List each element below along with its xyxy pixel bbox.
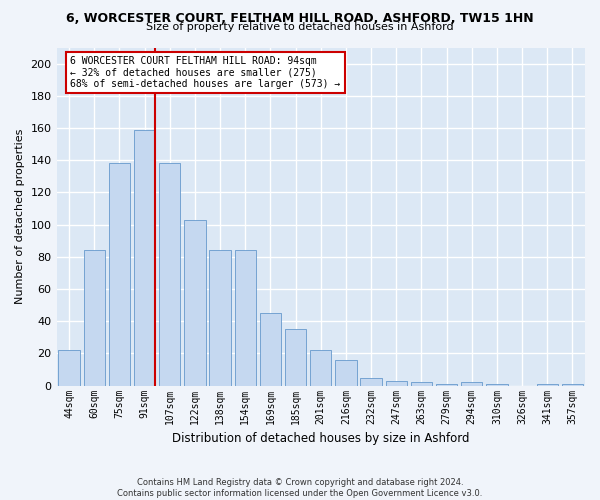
- Bar: [235, 250, 256, 386]
- Bar: [562, 384, 583, 386]
- Bar: [411, 382, 432, 386]
- Bar: [83, 250, 105, 386]
- Bar: [335, 360, 356, 386]
- Bar: [58, 350, 80, 386]
- Bar: [134, 130, 155, 386]
- Bar: [536, 384, 558, 386]
- Bar: [260, 313, 281, 386]
- Bar: [361, 378, 382, 386]
- Text: 6 WORCESTER COURT FELTHAM HILL ROAD: 94sqm
← 32% of detached houses are smaller : 6 WORCESTER COURT FELTHAM HILL ROAD: 94s…: [70, 56, 341, 89]
- Text: Size of property relative to detached houses in Ashford: Size of property relative to detached ho…: [146, 22, 454, 32]
- Bar: [386, 381, 407, 386]
- Bar: [310, 350, 331, 386]
- Bar: [209, 250, 231, 386]
- Bar: [461, 382, 482, 386]
- X-axis label: Distribution of detached houses by size in Ashford: Distribution of detached houses by size …: [172, 432, 470, 445]
- Bar: [486, 384, 508, 386]
- Bar: [159, 164, 181, 386]
- Text: Contains HM Land Registry data © Crown copyright and database right 2024.
Contai: Contains HM Land Registry data © Crown c…: [118, 478, 482, 498]
- Bar: [184, 220, 206, 386]
- Y-axis label: Number of detached properties: Number of detached properties: [15, 129, 25, 304]
- Bar: [109, 164, 130, 386]
- Bar: [436, 384, 457, 386]
- Bar: [285, 330, 307, 386]
- Text: 6, WORCESTER COURT, FELTHAM HILL ROAD, ASHFORD, TW15 1HN: 6, WORCESTER COURT, FELTHAM HILL ROAD, A…: [66, 12, 534, 26]
